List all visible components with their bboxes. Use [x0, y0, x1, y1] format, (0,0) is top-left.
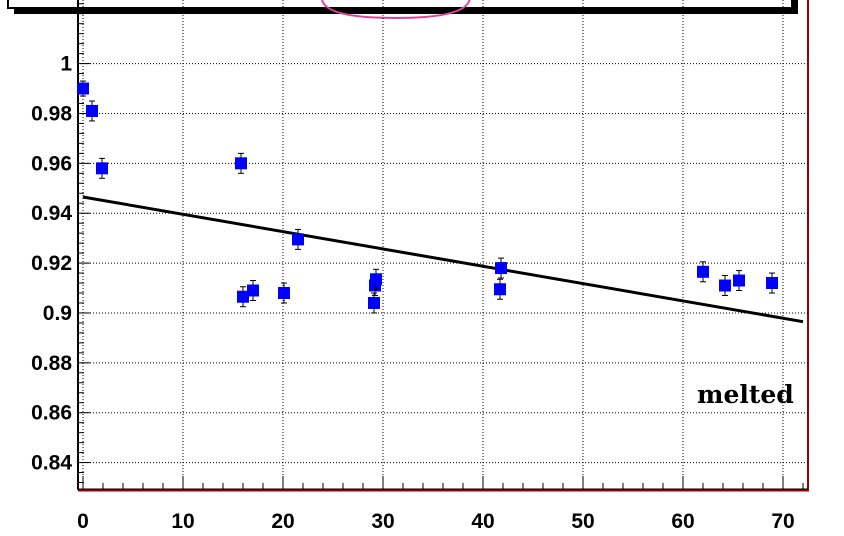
- x-tick-label: 10: [171, 510, 194, 533]
- y-tick-label: 0.96: [31, 152, 72, 175]
- x-tick-label: 30: [371, 510, 394, 533]
- data-point: [766, 277, 778, 290]
- y-tick-label: 1: [60, 53, 72, 76]
- x-tick-label: 20: [271, 510, 294, 533]
- axes: [77, 0, 808, 490]
- y-tick-label: 0.9: [43, 302, 72, 325]
- y-tick-label: 0.94: [31, 202, 72, 225]
- y-tick-label: 0.92: [31, 252, 72, 275]
- x-tick-label: 60: [671, 510, 694, 533]
- data-point: [495, 262, 507, 275]
- data-points: [77, 80, 778, 314]
- top-box: [7, 0, 793, 9]
- data-point: [697, 265, 709, 278]
- data-point: [77, 82, 89, 95]
- data-point: [370, 273, 382, 286]
- pink-ellipse-annotation: [321, 0, 471, 20]
- data-point: [235, 157, 247, 170]
- y-tick-label: 0.84: [31, 452, 72, 475]
- fit-line-group: [82, 195, 804, 324]
- grid: [78, 0, 808, 490]
- x-tick-label: 0: [77, 510, 89, 533]
- data-point: [719, 279, 731, 292]
- data-point: [278, 287, 290, 300]
- top-legend-box: [7, 0, 798, 20]
- data-point: [96, 162, 108, 175]
- x-tick-label: 70: [771, 510, 794, 533]
- data-point: [733, 274, 745, 287]
- y-tick-label: 0.86: [31, 402, 72, 425]
- data-point: [247, 284, 259, 297]
- annotation-melted: melted: [697, 380, 794, 409]
- x-tick-label: 50: [571, 510, 594, 533]
- x-tick-label: 40: [471, 510, 494, 533]
- data-point: [237, 290, 249, 303]
- data-point: [368, 296, 380, 309]
- y-tick-label: 0.88: [31, 352, 72, 375]
- data-point: [494, 283, 506, 296]
- y-tick-label: 0.98: [31, 102, 72, 125]
- data-point: [86, 104, 98, 117]
- data-point: [292, 233, 304, 246]
- fit-line: [82, 195, 804, 324]
